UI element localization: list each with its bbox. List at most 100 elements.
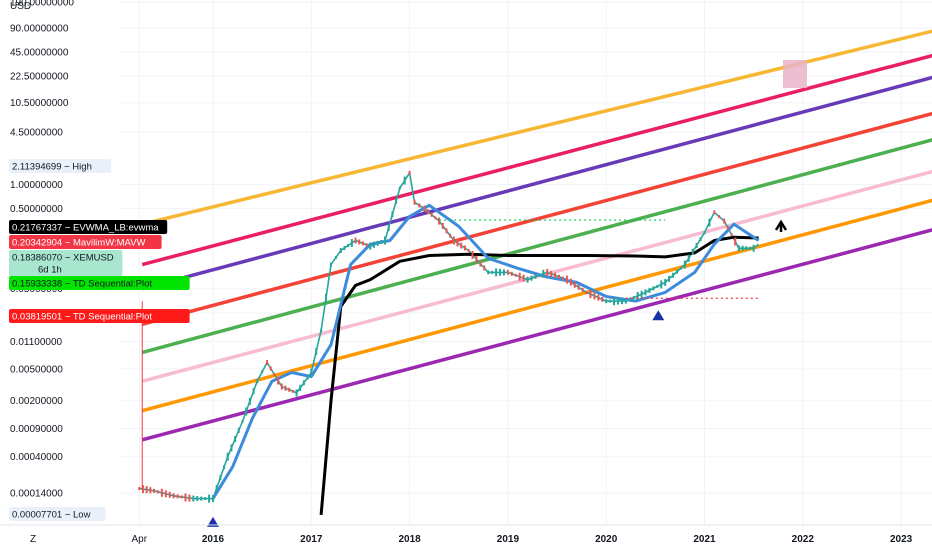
price-candle bbox=[365, 243, 368, 247]
price-candle bbox=[168, 491, 171, 498]
price-candle bbox=[196, 496, 199, 502]
x-tick-label: 2021 bbox=[693, 534, 716, 545]
price-candle bbox=[726, 225, 729, 230]
price-label-bg bbox=[9, 276, 190, 290]
channel-line bbox=[141, 111, 932, 326]
price-candle bbox=[441, 222, 444, 229]
price-candle bbox=[522, 274, 525, 282]
y-tick-label: 0.01100000 bbox=[10, 337, 63, 348]
price-candle bbox=[430, 212, 433, 217]
channel-line bbox=[141, 29, 932, 226]
price-candle bbox=[387, 223, 390, 231]
price-candle bbox=[463, 245, 466, 251]
chart-grid bbox=[120, 0, 932, 525]
price-candle bbox=[593, 292, 596, 300]
price-candle bbox=[628, 297, 631, 302]
price-candle bbox=[737, 245, 740, 252]
y-axis: USD 190.00000000 90.00000000 45.00000000 22… bbox=[10, 0, 74, 500]
price-candle bbox=[423, 205, 426, 212]
price-candle bbox=[683, 260, 686, 269]
price-candle bbox=[605, 299, 608, 304]
price-candle bbox=[672, 272, 675, 278]
price-candle bbox=[320, 329, 323, 333]
price-candle bbox=[192, 495, 195, 502]
price-candle bbox=[518, 272, 521, 281]
y-tick-label: 0.00200000 bbox=[10, 396, 63, 407]
price-candle bbox=[384, 236, 387, 245]
x-tick-label: Apr bbox=[131, 534, 147, 545]
price-label-text: 0.03819501 − TD Sequential:Plot bbox=[12, 312, 152, 323]
price-candle bbox=[730, 233, 733, 237]
price-candle bbox=[380, 239, 383, 244]
channel-line bbox=[141, 138, 932, 355]
price-candle bbox=[403, 176, 406, 185]
price-candle bbox=[153, 488, 156, 493]
price-label-bg bbox=[9, 159, 112, 173]
y-tick-label: 0.00040000 bbox=[10, 452, 63, 463]
price-label-bg bbox=[9, 250, 123, 276]
channel-line bbox=[141, 53, 932, 267]
price-candle bbox=[361, 241, 364, 246]
price-label-text: 2.11394699 − High bbox=[12, 162, 92, 173]
price-candle bbox=[652, 286, 655, 291]
price-candle bbox=[219, 475, 222, 481]
timezone-label[interactable]: Z bbox=[30, 534, 36, 545]
y-tick-label: 1.00000000 bbox=[10, 180, 63, 191]
price-candle bbox=[487, 270, 490, 275]
price-candle bbox=[483, 265, 486, 271]
price-candle bbox=[601, 296, 604, 302]
price-candle bbox=[748, 246, 751, 250]
price-candle bbox=[164, 490, 167, 498]
x-tick-label: 2019 bbox=[497, 534, 520, 545]
series-line-1 bbox=[319, 235, 759, 516]
price-candle bbox=[156, 490, 159, 494]
price-candle bbox=[554, 272, 557, 278]
y-tick-label: 0.00500000 bbox=[10, 364, 63, 375]
price-candle bbox=[695, 242, 698, 248]
price-candle bbox=[452, 236, 455, 245]
price-candle bbox=[589, 290, 592, 299]
price-label-bg bbox=[9, 507, 106, 521]
price-candle bbox=[180, 495, 183, 499]
price-candle bbox=[408, 170, 411, 175]
price-candle bbox=[703, 231, 706, 235]
price-candle bbox=[302, 380, 305, 386]
up-arrow-icon bbox=[774, 219, 788, 232]
price-candle bbox=[449, 233, 452, 238]
price-candle bbox=[534, 274, 537, 279]
price-candle bbox=[200, 496, 203, 501]
x-axis: Apr 2016 2017 2018 2019 2020 2021 2022 2023 bbox=[0, 524, 932, 545]
price-candle bbox=[718, 215, 721, 219]
price-candle bbox=[358, 239, 361, 245]
price-candle bbox=[395, 198, 398, 204]
price-candle bbox=[467, 249, 470, 253]
price-candle bbox=[245, 407, 248, 416]
price-candle bbox=[741, 245, 744, 251]
price-candle bbox=[542, 269, 545, 278]
price-candle bbox=[471, 250, 474, 259]
price-candle bbox=[315, 348, 318, 356]
price-candle bbox=[369, 242, 372, 250]
price-candle bbox=[708, 218, 711, 227]
price-label-td1: 0.15933338 − TD Sequential:Plot bbox=[9, 276, 190, 290]
price-candle bbox=[339, 248, 342, 254]
price-candle bbox=[502, 269, 505, 276]
price-candle bbox=[149, 487, 152, 494]
price-candle bbox=[241, 419, 244, 423]
price-candle bbox=[664, 278, 667, 286]
price-candle bbox=[752, 244, 755, 252]
price-candle bbox=[475, 255, 478, 263]
price-candle bbox=[354, 237, 357, 244]
price-candle bbox=[456, 239, 459, 247]
price-candle bbox=[172, 493, 175, 499]
price-candle bbox=[306, 375, 309, 380]
price-candle bbox=[506, 269, 509, 275]
x-tick-label: 2017 bbox=[300, 534, 323, 545]
y-tick-label: 0.00014000 bbox=[10, 489, 63, 500]
price-candle bbox=[329, 262, 332, 267]
price-candle bbox=[561, 276, 564, 280]
price-candle bbox=[376, 240, 379, 246]
buy-signal-triangle bbox=[652, 310, 665, 321]
price-candle bbox=[226, 452, 229, 461]
